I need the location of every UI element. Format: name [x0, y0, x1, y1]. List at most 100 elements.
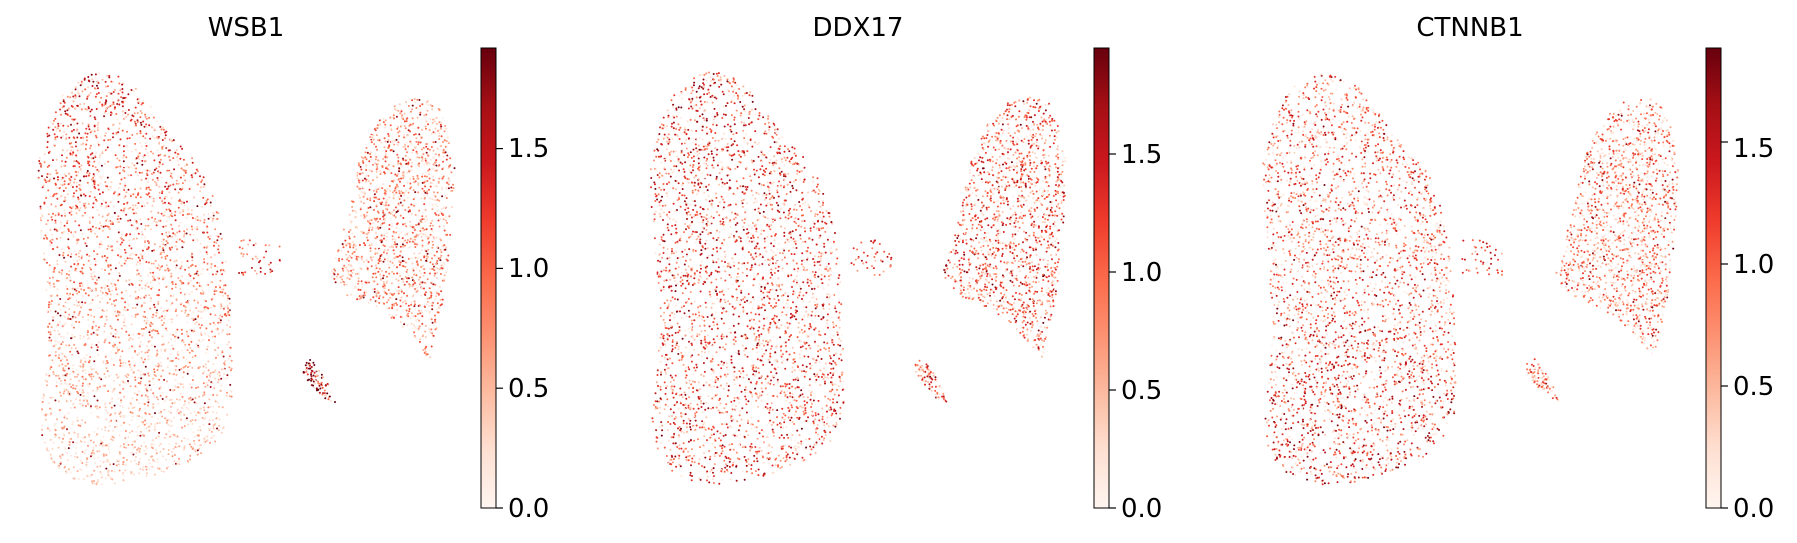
cell-point	[405, 309, 408, 312]
cell-point	[145, 447, 148, 450]
cell-point	[153, 368, 156, 371]
cell-point	[199, 366, 201, 368]
cell-point	[103, 115, 106, 118]
cell-point	[424, 159, 427, 162]
cell-point	[399, 321, 402, 323]
cell-point	[246, 253, 249, 256]
cell-point	[431, 332, 434, 335]
cell-point	[195, 448, 197, 451]
cell-point	[43, 178, 46, 181]
cell-point	[86, 253, 89, 256]
cell-point	[435, 185, 438, 188]
cell-point	[77, 171, 80, 174]
cell-point	[328, 395, 331, 398]
cell-point	[758, 326, 761, 329]
cell-point	[111, 124, 114, 127]
cell-point	[37, 176, 40, 179]
cell-point	[153, 278, 156, 281]
cell-point	[58, 357, 61, 360]
cell-point	[442, 175, 445, 178]
cell-point	[206, 411, 209, 414]
cell-point	[172, 139, 175, 142]
colorbar	[480, 47, 497, 509]
cell-point	[182, 282, 185, 285]
cell-point	[413, 98, 416, 101]
cell-point	[373, 280, 376, 283]
cell-point	[109, 463, 112, 466]
cell-point	[241, 247, 244, 250]
cell-point	[429, 224, 432, 227]
cell-point	[81, 404, 84, 407]
cell-point	[161, 147, 164, 150]
cell-point	[138, 337, 141, 339]
cell-point	[440, 121, 443, 124]
cell-point	[72, 364, 75, 367]
cell-point	[156, 136, 159, 139]
cell-point	[200, 324, 203, 327]
cell-point	[439, 273, 442, 275]
cell-point	[433, 254, 436, 257]
cell-point	[179, 211, 182, 214]
cell-point	[108, 402, 111, 405]
cell-point	[401, 191, 404, 194]
cell-point	[397, 178, 400, 180]
cell-point	[445, 186, 448, 188]
cell-point	[397, 156, 400, 159]
cell-point	[318, 384, 321, 387]
cell-point	[352, 246, 355, 249]
cell-point	[76, 136, 79, 139]
cell-point	[88, 195, 91, 198]
cell-point	[183, 174, 185, 177]
cell-point	[403, 125, 406, 127]
cell-point	[361, 172, 364, 174]
cell-point	[158, 356, 161, 359]
cell-point	[211, 195, 214, 197]
cell-point	[172, 463, 175, 466]
cell-point	[54, 221, 57, 224]
cell-point	[124, 362, 127, 365]
cell-point	[122, 145, 125, 148]
cell-point	[106, 247, 109, 250]
cell-point	[174, 365, 177, 368]
cell-point	[202, 338, 205, 341]
cell-point	[151, 249, 154, 252]
cell-point	[52, 396, 55, 399]
cell-point	[154, 180, 156, 183]
cell-point	[74, 141, 77, 144]
cell-point	[242, 253, 245, 256]
cell-point	[433, 324, 436, 327]
cell-point	[110, 181, 113, 183]
cell-point	[119, 359, 122, 362]
cell-point	[86, 333, 89, 336]
cell-point	[342, 269, 345, 272]
cell-point	[52, 247, 55, 250]
cell-point	[195, 343, 198, 346]
cell-point	[214, 423, 217, 425]
cell-point	[148, 380, 151, 383]
cell-point	[373, 193, 376, 196]
cell-point	[228, 395, 231, 398]
cell-point	[360, 190, 363, 193]
cell-point	[144, 365, 147, 368]
cell-point	[424, 127, 427, 130]
cell-point	[408, 246, 411, 249]
cell-point	[139, 434, 142, 437]
cell-point	[172, 333, 175, 336]
cell-point	[166, 267, 169, 270]
cell-point	[221, 349, 224, 352]
cell-point	[115, 373, 118, 376]
cell-point	[96, 415, 99, 418]
cell-point	[107, 460, 110, 463]
cell-point	[218, 251, 220, 254]
cell-point	[155, 184, 158, 187]
cell-point	[170, 405, 172, 408]
cell-point	[373, 128, 376, 130]
cell-point	[424, 336, 427, 338]
cell-point	[53, 193, 56, 195]
cell-point	[63, 180, 66, 183]
cell-point	[91, 85, 94, 87]
cell-point	[168, 215, 171, 218]
cell-point	[420, 309, 423, 312]
cell-point	[97, 478, 99, 481]
cell-point	[165, 231, 168, 234]
